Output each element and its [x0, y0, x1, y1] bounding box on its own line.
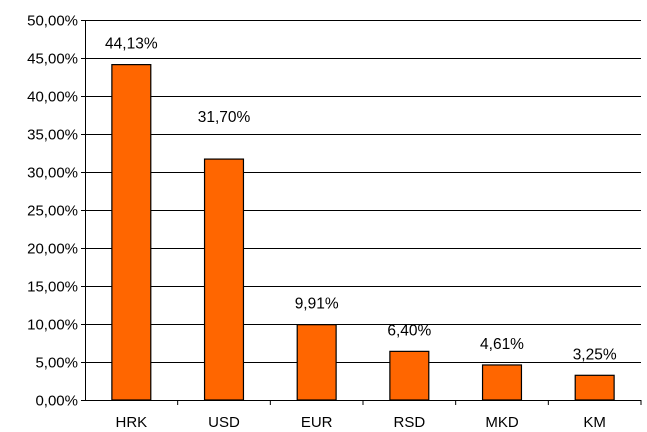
- gridlines: [85, 20, 641, 363]
- data-label: 4,61%: [480, 336, 524, 353]
- y-tick-label: 10,00%: [27, 317, 78, 334]
- x-category-label: MKD: [485, 414, 519, 431]
- x-category-label: EUR: [301, 414, 333, 431]
- data-label: 31,70%: [198, 109, 251, 126]
- bar-rsd: [389, 350, 430, 401]
- bar-km: [574, 374, 615, 401]
- data-label: 3,25%: [573, 346, 617, 363]
- y-tick-label: 40,00%: [27, 89, 78, 106]
- y-tick-label: 0,00%: [35, 393, 78, 410]
- x-category-label: USD: [208, 414, 240, 431]
- y-tick-label: 30,00%: [27, 165, 78, 182]
- bar-mkd: [481, 364, 523, 401]
- bars: [111, 64, 615, 401]
- bar-eur: [296, 324, 337, 401]
- data-label: 44,13%: [105, 36, 158, 53]
- y-tick-label: 15,00%: [27, 279, 78, 296]
- x-category-label: HRK: [115, 414, 147, 431]
- bar-hrk: [111, 64, 152, 401]
- data-label: 9,91%: [295, 296, 339, 313]
- y-tick-label: 45,00%: [27, 51, 78, 68]
- y-tick-label: 5,00%: [35, 355, 78, 372]
- data-labels: 44,13% 31,70% 9,91% 6,40% 4,61% 3,25%: [105, 36, 617, 364]
- y-tick-label: 20,00%: [27, 241, 78, 258]
- x-category-labels: HRK USD EUR RSD MKD KM: [115, 414, 605, 431]
- y-tick-label: 35,00%: [27, 127, 78, 144]
- bar-usd: [203, 158, 245, 401]
- data-label: 6,40%: [387, 322, 431, 339]
- x-category-label: RSD: [393, 414, 425, 431]
- axes: [81, 20, 642, 405]
- x-category-label: KM: [583, 414, 606, 431]
- y-tick-label: 25,00%: [27, 203, 78, 220]
- y-tick-label: 50,00%: [27, 13, 78, 30]
- y-tick-labels: 0,00% 5,00% 10,00% 15,00% 20,00% 25,00% 30,00%…: [27, 13, 78, 410]
